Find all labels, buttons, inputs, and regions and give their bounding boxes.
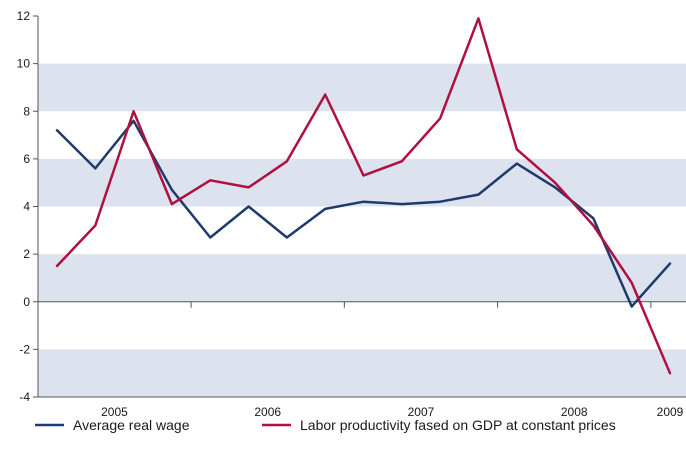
x-tick-label: 2008: [561, 405, 588, 419]
x-tick-label: 2006: [254, 405, 281, 419]
y-tick-label: 4: [23, 200, 30, 214]
grid-band: [38, 254, 686, 302]
y-tick-label: 12: [17, 9, 31, 23]
y-tick-label: 8: [23, 104, 30, 118]
y-tick-label: 10: [17, 57, 31, 71]
x-tick-label: 2005: [101, 405, 128, 419]
legend-label-labor-productivity: Labor productivity fased on GDP at const…: [300, 417, 616, 433]
legend-label-average-real-wage: Average real wage: [73, 417, 190, 433]
grid-band: [38, 158, 686, 207]
y-axis-ticks: -4 -2 0 2 4 6 8 10 12: [17, 9, 38, 404]
grid-bands: [38, 63, 686, 397]
grid-band: [38, 63, 686, 112]
x-tick-label: 2009: [657, 405, 684, 419]
y-tick-label: 0: [23, 295, 30, 309]
x-axis-ticks: 2005 2006 2007 2008 2009: [101, 301, 684, 419]
legend: Average real wage Labor productivity fas…: [35, 417, 616, 433]
y-tick-label: 2: [23, 247, 30, 261]
x-tick-label: 2007: [408, 405, 435, 419]
y-tick-label: -4: [19, 390, 30, 404]
y-tick-label: 6: [23, 152, 30, 166]
grid-band: [38, 349, 686, 397]
series-lines: [55, 17, 672, 375]
series-line-1: [55, 17, 672, 375]
y-tick-label: -2: [19, 342, 30, 356]
